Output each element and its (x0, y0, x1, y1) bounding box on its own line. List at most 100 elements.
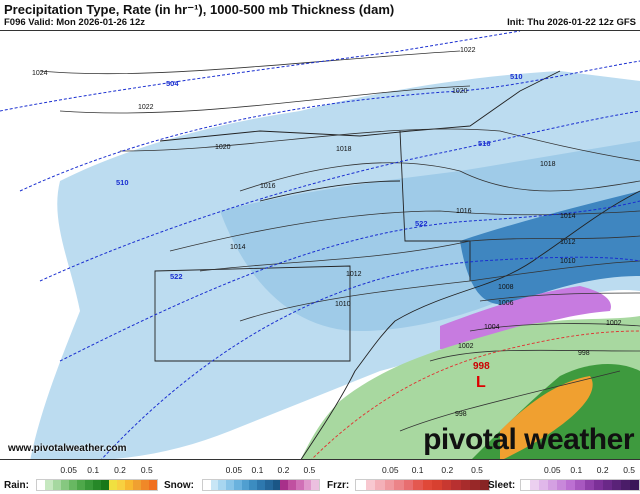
legend-label: Snow: (164, 480, 194, 491)
legend-tick: 0.05 (382, 465, 399, 475)
legend-tick: 0.1 (87, 465, 100, 475)
legend: Rain: 0.05 0.1 0.2 0.5 Snow: 0.05 0.1 0.2 0.5 Frzr… (0, 461, 640, 494)
legend-swatch (432, 480, 442, 490)
thickness-label: 504 (166, 79, 179, 88)
legend-swatch (149, 480, 157, 490)
legend-swatch (93, 480, 101, 490)
legend-tick: 0.5 (303, 465, 316, 475)
legend-swatch (101, 480, 109, 490)
legend-swatch (203, 480, 211, 490)
watermark-url: www.pivotalweather.com (8, 443, 127, 454)
sleet-area (440, 286, 611, 350)
legend-swatch (384, 480, 394, 490)
legend-tick: 0.2 (441, 465, 454, 475)
legend-label: Frzr: (327, 480, 350, 491)
legend-swatch (218, 480, 227, 490)
legend-tick: 0.5 (623, 465, 636, 475)
legend-swatch (375, 480, 385, 490)
thickness-label: 510 (116, 178, 129, 187)
thickness-label: 522 (170, 272, 183, 281)
legend-swatch (133, 480, 141, 490)
isobar-label: 1002 (606, 320, 622, 327)
isobar-label: 998 (578, 350, 590, 357)
legend-tick: 0.2 (596, 465, 609, 475)
legend-swatch (303, 480, 312, 490)
thickness-label: 522 (415, 219, 428, 228)
legend-swatch (521, 480, 531, 490)
isobar-label: 1020 (452, 88, 468, 95)
isobar-label: 1012 (346, 271, 362, 278)
legend-swatch (470, 480, 480, 490)
legend-swatch (257, 480, 265, 490)
legend-swatch (61, 480, 69, 490)
isobar-label: 1010 (335, 301, 351, 308)
legend-swatch (479, 480, 489, 490)
legend-swatch (226, 480, 234, 490)
coastline (300, 190, 640, 459)
legend-tick: 0.05 (60, 465, 77, 475)
low-pressure-value: 998 (473, 361, 490, 372)
legend-label: Sleet: (488, 480, 516, 491)
legend-swatch (280, 480, 289, 490)
rain-intense-area (500, 376, 593, 459)
valid-time: F096 Valid: Mon 2026-01-26 12z (4, 17, 145, 28)
legend-swatch (77, 480, 85, 490)
isobar-label: 1024 (32, 70, 48, 77)
legend-swatch (394, 480, 404, 490)
isobar-label: 1022 (138, 104, 154, 111)
legend-tick: 0.1 (251, 465, 264, 475)
isobar-label: 1016 (260, 183, 276, 190)
isobar-label: 1008 (498, 284, 514, 291)
legend-tick: 0.1 (411, 465, 424, 475)
legend-swatch (441, 480, 451, 490)
legend-swatch (288, 480, 296, 490)
legend-tick: 0.05 (225, 465, 243, 475)
isobar-label: 1016 (456, 208, 472, 215)
isobar-label: 1004 (484, 324, 500, 331)
legend-label: Rain: (4, 480, 29, 491)
isobar-label: 1018 (540, 161, 556, 168)
legend-swatch (37, 480, 45, 490)
legend-swatch (210, 480, 219, 490)
legend-swatch (109, 480, 117, 490)
isobar-label: 1018 (336, 146, 352, 153)
legend-swatch (451, 480, 461, 490)
state-border (159, 70, 561, 142)
brand-logo: pivotal weather (423, 423, 634, 456)
init-time: Init: Thu 2026-01-22 12z GFS (507, 17, 636, 28)
legend-swatch (365, 480, 375, 490)
weather-map[interactable]: 1024 1022 1022 1020 1020 1018 1018 1016 … (0, 30, 640, 460)
isobar-label: 1020 (215, 144, 231, 151)
isobar-label: 1012 (560, 239, 576, 246)
legend-colorbar (202, 479, 320, 491)
legend-swatch (611, 480, 621, 490)
state-border (154, 265, 351, 362)
isobar-label: 1014 (560, 213, 576, 220)
legend-tick: 0.2 (277, 465, 290, 475)
isobar-label: 1022 (460, 47, 476, 54)
legend-swatch (311, 480, 320, 490)
thickness-label: 516 (478, 139, 491, 148)
legend-colorbar (355, 479, 490, 491)
legend-swatch (249, 480, 258, 490)
legend-swatch (548, 480, 558, 490)
low-pressure-marker: L (476, 374, 486, 391)
map-canvas: 1024 1022 1022 1020 1020 1018 1018 1016 … (0, 31, 640, 459)
legend-swatch (85, 480, 93, 490)
legend-swatch (584, 480, 594, 490)
legend-tick: 0.5 (140, 465, 153, 475)
legend-tick: 0.05 (544, 465, 561, 475)
state-border (399, 130, 471, 281)
legend-swatch (241, 480, 250, 490)
legend-swatch (575, 480, 585, 490)
map-title: Precipitation Type, Rate (in hr⁻¹), 1000… (4, 2, 395, 17)
legend-swatch (413, 480, 423, 490)
legend-swatch (593, 480, 603, 490)
legend-swatch (272, 480, 281, 490)
legend-swatch (141, 480, 149, 490)
legend-swatch (566, 480, 576, 490)
legend-swatch (602, 480, 612, 490)
legend-swatch (356, 480, 366, 490)
isobar-label: 1010 (560, 258, 576, 265)
legend-colorbar (36, 479, 158, 491)
